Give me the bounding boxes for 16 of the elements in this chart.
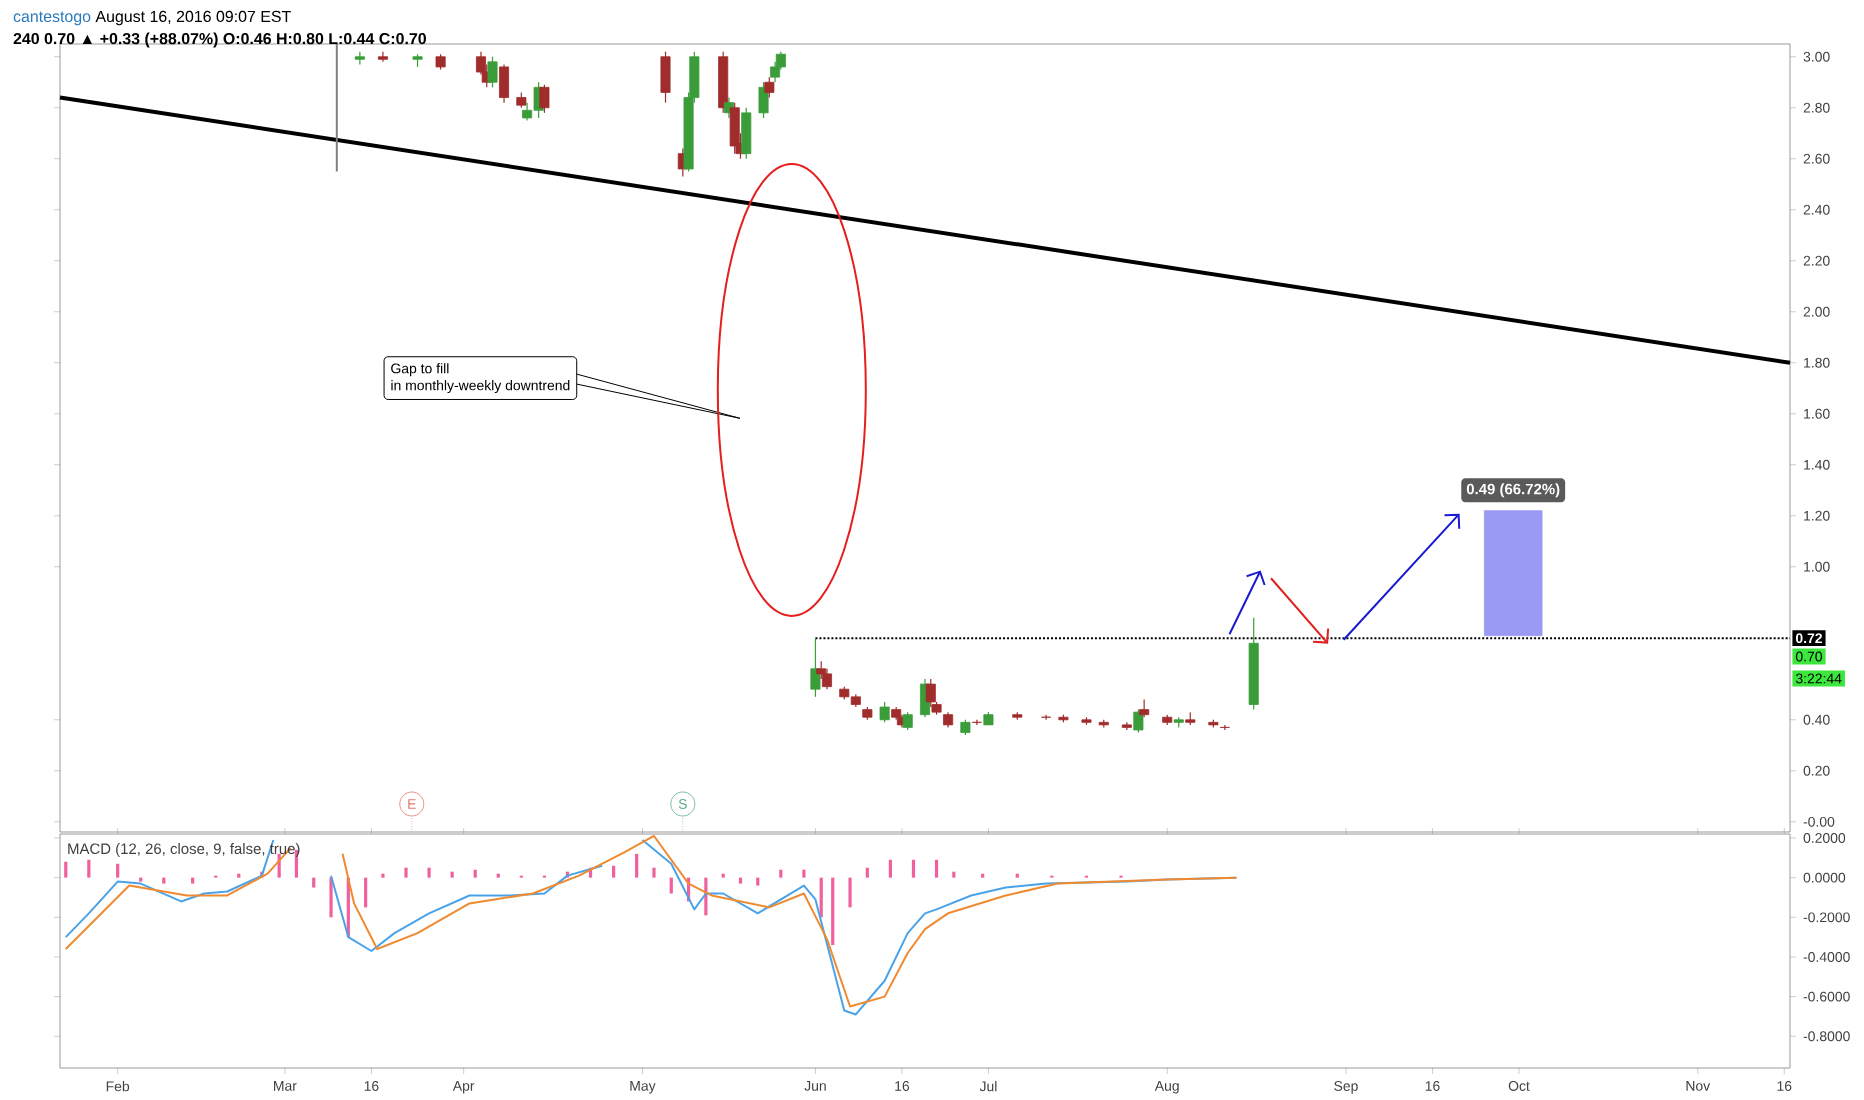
candlestick xyxy=(879,701,890,723)
candlestick xyxy=(499,63,510,104)
candlestick xyxy=(758,81,769,119)
candlestick xyxy=(539,84,550,114)
candlestick xyxy=(1139,698,1150,718)
candlestick xyxy=(1041,714,1052,721)
candlestick xyxy=(971,719,982,726)
candlestick xyxy=(925,678,936,708)
candlestick xyxy=(377,51,388,63)
candlestick xyxy=(729,102,740,155)
candlestick xyxy=(354,51,365,65)
candlestick xyxy=(660,51,671,104)
candlestick xyxy=(764,76,775,99)
candlestick xyxy=(821,668,832,690)
candlestick xyxy=(1133,708,1144,734)
candlestick xyxy=(1219,724,1230,731)
